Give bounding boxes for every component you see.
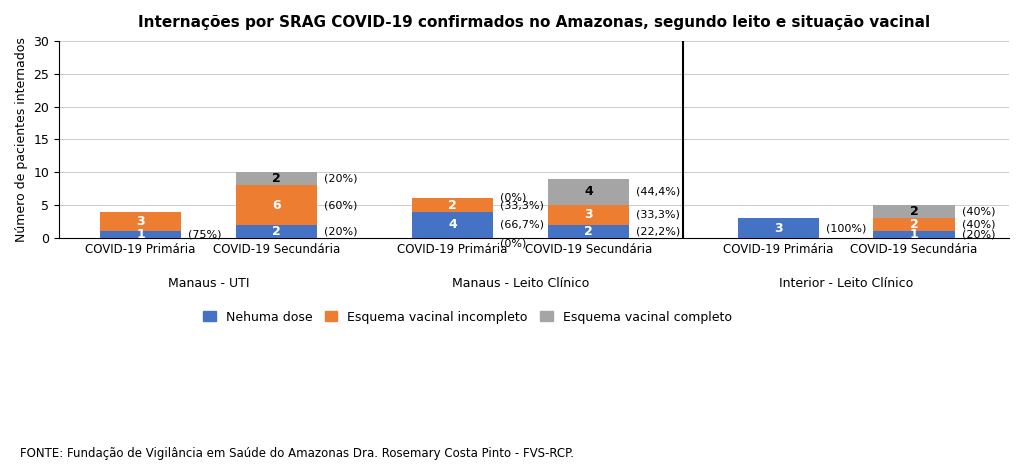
- Text: (33,3%): (33,3%): [636, 210, 680, 220]
- Text: 3: 3: [774, 221, 782, 234]
- Text: (0%): (0%): [500, 238, 526, 248]
- Text: FONTE: Fundação de Vigilância em Saúde do Amazonas Dra. Rosemary Costa Pinto - F: FONTE: Fundação de Vigilância em Saúde d…: [20, 447, 574, 460]
- Text: 2: 2: [272, 225, 281, 238]
- Bar: [873, 205, 954, 218]
- Text: (20%): (20%): [324, 174, 357, 184]
- Text: (75%): (75%): [188, 230, 221, 239]
- Text: 1: 1: [136, 228, 145, 241]
- Text: 4: 4: [584, 186, 593, 199]
- Text: 2: 2: [449, 199, 457, 212]
- Text: 2: 2: [272, 173, 281, 185]
- Text: 3: 3: [136, 215, 144, 228]
- Text: Manaus - Leito Clínico: Manaus - Leito Clínico: [452, 277, 589, 290]
- Bar: [412, 212, 494, 238]
- Text: (20%): (20%): [962, 230, 995, 239]
- Text: (40%): (40%): [962, 206, 995, 217]
- Bar: [548, 205, 629, 225]
- Bar: [873, 218, 954, 231]
- Bar: [737, 218, 819, 238]
- Bar: [100, 212, 181, 231]
- Text: 6: 6: [272, 199, 281, 212]
- Bar: [236, 186, 317, 225]
- Text: Manaus - UTI: Manaus - UTI: [168, 277, 249, 290]
- Bar: [236, 172, 317, 186]
- Text: 2: 2: [909, 205, 919, 218]
- Text: (66,7%): (66,7%): [500, 220, 544, 230]
- Legend: Nehuma dose, Esquema vacinal incompleto, Esquema vacinal completo: Nehuma dose, Esquema vacinal incompleto,…: [201, 308, 734, 326]
- Text: (44,4%): (44,4%): [636, 187, 680, 197]
- Text: 2: 2: [584, 225, 593, 238]
- Text: (0%): (0%): [500, 192, 526, 202]
- Text: 4: 4: [449, 218, 457, 231]
- Y-axis label: Número de pacientes internados: Número de pacientes internados: [15, 37, 28, 242]
- Text: 3: 3: [584, 208, 593, 221]
- Bar: [548, 179, 629, 205]
- Text: (100%): (100%): [825, 223, 866, 233]
- Bar: [100, 231, 181, 238]
- Bar: [236, 225, 317, 238]
- Bar: [873, 231, 954, 238]
- Bar: [412, 199, 494, 212]
- Title: Internações por SRAG COVID-19 confirmados no Amazonas, segundo leito e situação : Internações por SRAG COVID-19 confirmado…: [138, 15, 930, 30]
- Text: 2: 2: [909, 218, 919, 231]
- Text: (60%): (60%): [324, 200, 357, 210]
- Text: (40%): (40%): [962, 220, 995, 230]
- Text: (33,3%): (33,3%): [500, 200, 544, 210]
- Bar: [548, 225, 629, 238]
- Text: 1: 1: [909, 228, 919, 241]
- Text: (22,2%): (22,2%): [636, 226, 680, 236]
- Text: Interior - Leito Clínico: Interior - Leito Clínico: [779, 277, 913, 290]
- Text: (20%): (20%): [324, 226, 357, 236]
